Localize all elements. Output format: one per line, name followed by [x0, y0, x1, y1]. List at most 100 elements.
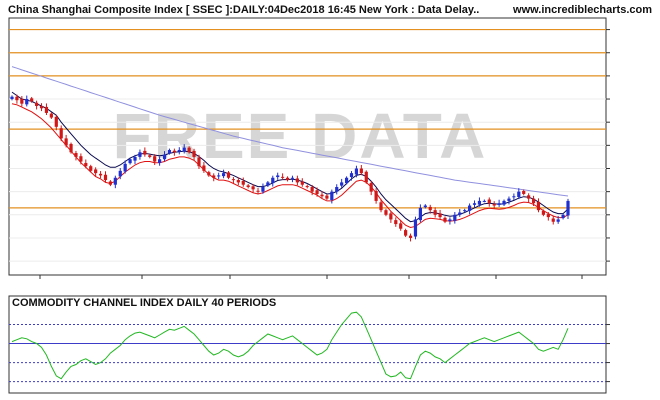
candle-down — [300, 178, 304, 187]
cci-panel — [8, 295, 607, 394]
ma-mid-line — [11, 103, 569, 229]
cci-series — [11, 311, 569, 380]
candle-down — [148, 153, 152, 159]
candle-body — [295, 178, 299, 183]
candle-down — [15, 94, 19, 104]
candle-body — [364, 171, 368, 183]
candle-body — [187, 147, 191, 153]
candle-up — [349, 171, 354, 181]
candle-body — [458, 212, 462, 215]
candle-down — [226, 171, 231, 180]
candle-body — [256, 190, 260, 192]
candle-down — [551, 215, 555, 225]
candle-down — [94, 167, 98, 177]
candle-body — [281, 176, 285, 178]
price-axis — [606, 29, 610, 262]
candle-body — [310, 187, 314, 192]
candle-down — [531, 195, 536, 207]
candle-down — [89, 164, 93, 173]
candle-body — [123, 163, 127, 172]
candle-up — [418, 204, 422, 223]
candle-body — [177, 149, 181, 152]
candle-body — [64, 138, 68, 146]
candle-up — [335, 184, 339, 195]
candle-body — [197, 157, 201, 167]
candle-body — [561, 214, 565, 219]
candle-body — [44, 106, 49, 113]
watermark: FREE DATA — [113, 100, 488, 172]
candle-body — [482, 200, 486, 202]
candle-down — [207, 170, 211, 177]
candle-down — [143, 147, 147, 157]
candle-down — [251, 184, 255, 193]
candle-body — [399, 223, 403, 229]
candle-body — [453, 214, 457, 221]
candle-body — [477, 200, 482, 205]
moving-averages — [11, 66, 569, 229]
candle-body — [438, 213, 442, 218]
candle-body — [276, 175, 280, 178]
candle-body — [551, 218, 555, 222]
candle-body — [108, 181, 113, 185]
candle-body — [467, 205, 472, 211]
candle-body — [448, 219, 452, 222]
candle-body — [404, 230, 408, 236]
candle-body — [148, 155, 152, 157]
candle-down — [315, 187, 319, 197]
candle-body — [182, 147, 186, 152]
candle-body — [344, 177, 349, 184]
candle-down — [536, 198, 541, 213]
candle-down — [44, 103, 49, 116]
candle-body — [285, 177, 290, 181]
candle-up — [497, 199, 501, 207]
candle-up — [463, 208, 467, 213]
candle-body — [389, 213, 393, 220]
candle-down — [246, 184, 250, 189]
candle-body — [118, 170, 122, 177]
candle-down — [197, 154, 201, 169]
candle-up — [128, 157, 132, 165]
candle-body — [158, 159, 162, 163]
candle-up — [271, 175, 275, 187]
candle-down — [408, 233, 413, 242]
candle-up — [118, 168, 122, 180]
candle-body — [143, 150, 147, 155]
candle-body — [536, 201, 541, 211]
candle-body — [315, 190, 319, 194]
candle-down — [546, 212, 550, 221]
candle-body — [39, 105, 44, 109]
candle-down — [438, 209, 442, 220]
candle-body — [507, 198, 511, 201]
candle-up — [113, 175, 117, 189]
candle-down — [202, 162, 206, 173]
candle-up — [512, 193, 516, 200]
candle-up — [138, 149, 142, 160]
candle-body — [133, 156, 137, 161]
price-panel — [8, 17, 607, 276]
cci-axis — [606, 324, 610, 383]
candles — [10, 94, 570, 242]
candle-body — [325, 195, 329, 199]
candle-body — [354, 168, 359, 175]
candle-up — [502, 199, 506, 207]
candle-body — [497, 203, 501, 205]
cci-line — [11, 311, 569, 380]
candle-down — [285, 176, 290, 182]
candle-body — [522, 190, 526, 194]
candle-down — [69, 142, 73, 154]
candle-down — [374, 188, 378, 204]
candle-body — [428, 206, 432, 211]
candle-up — [472, 200, 477, 208]
candle-down — [256, 187, 260, 195]
candle-down — [310, 184, 314, 196]
candle-up — [10, 95, 14, 101]
candle-body — [231, 179, 236, 181]
candle-body — [79, 156, 83, 162]
candle-body — [172, 150, 176, 153]
candle-body — [212, 175, 216, 178]
candle-down — [172, 148, 176, 156]
candle-body — [418, 207, 422, 221]
candle-body — [221, 173, 226, 177]
candle-up — [123, 160, 127, 174]
